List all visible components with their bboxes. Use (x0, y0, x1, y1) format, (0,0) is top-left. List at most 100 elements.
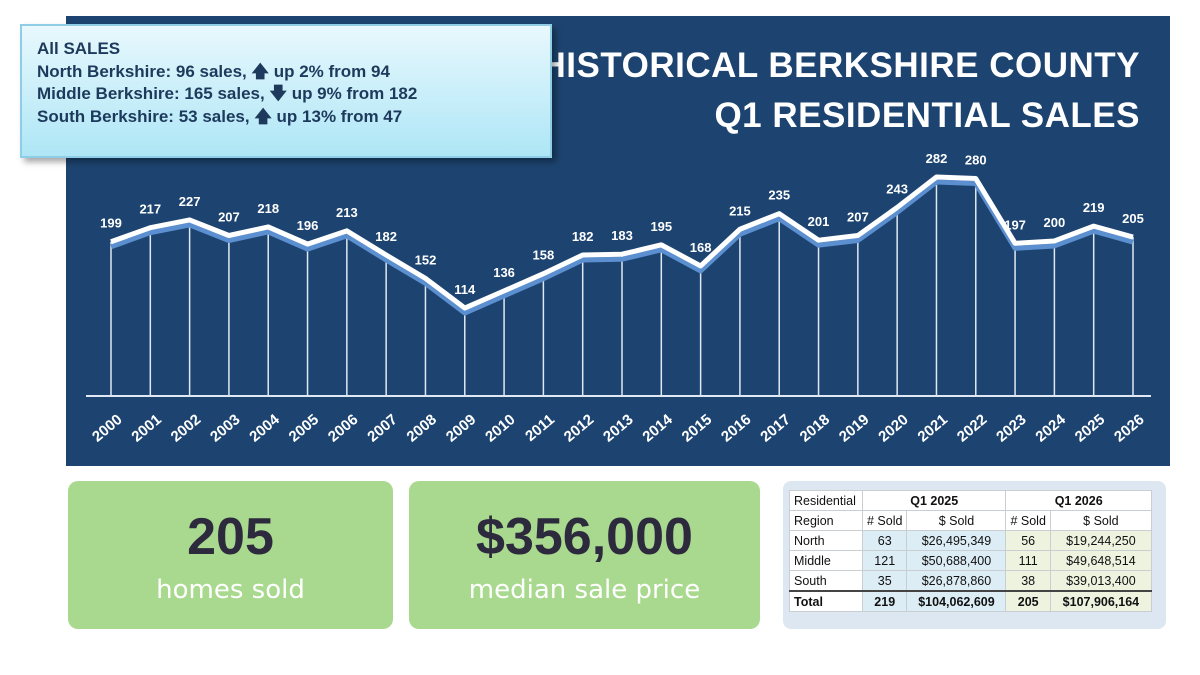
chart-panel: 199 217 227 207 218 196 213 182 152 114 136 158 182 1… (66, 16, 1170, 466)
summary-line-south: South Berkshire: 53 sales, 🡅 up 13% from… (37, 106, 403, 126)
x-tick-label: 2024 (1032, 411, 1069, 446)
x-tick-label: 2013 (600, 411, 636, 445)
median-price-value: $356,000 (476, 508, 693, 566)
cell: $49,648,514 (1049, 550, 1152, 571)
column-header: Region (789, 510, 863, 531)
summary-box: All SALES North Berkshire: 96 sales, 🡅 u… (20, 24, 552, 158)
homes-sold-label: homes sold (156, 575, 305, 605)
cell: 56 (1005, 530, 1051, 551)
data-label: 136 (493, 265, 515, 280)
data-label: 158 (533, 248, 555, 263)
data-label: 182 (375, 229, 397, 244)
data-label: 196 (297, 218, 319, 233)
x-tick-label: 2012 (561, 411, 597, 445)
line-chart: 199 217 227 207 218 196 213 182 152 114 136 158 182 1… (86, 151, 1151, 446)
data-label: 183 (611, 228, 633, 243)
cell: $50,688,400 (906, 550, 1007, 571)
x-tick-label: 2001 (128, 411, 164, 445)
arrow-down-icon: 🡇 (269, 84, 287, 103)
x-tick-label: 2005 (286, 411, 322, 445)
series-line-shadow (110, 179, 1134, 316)
x-tick-label: 2009 (443, 411, 479, 445)
summary-line-north: North Berkshire: 96 sales, 🡅 up 2% from … (37, 61, 390, 81)
x-tick-label: 2015 (679, 411, 715, 445)
region-cell: South (789, 570, 863, 592)
sales-table: Residential Q1 2025 Q1 2026 Region # Sol… (789, 490, 1152, 612)
cell: 35 (861, 570, 908, 592)
sales-table-card: Residential Q1 2025 Q1 2026 Region # Sol… (783, 481, 1166, 629)
x-tick-label: 2014 (639, 411, 676, 446)
summary-heading: All SALES (37, 39, 121, 58)
data-label: 280 (965, 153, 987, 168)
region-cell: North (789, 530, 863, 551)
x-tick-label: 2003 (207, 411, 243, 445)
data-label: 207 (218, 210, 240, 225)
cell: $19,244,250 (1049, 530, 1152, 551)
cell: $26,878,860 (906, 570, 1007, 592)
period-header: Q1 2025 (861, 490, 1007, 511)
x-tick-label: 2021 (915, 411, 951, 445)
summary-line-middle: Middle Berkshire: 165 sales, 🡇 up 9% fro… (37, 84, 418, 103)
region-cell: Middle (789, 550, 863, 571)
table-corner: Residential (789, 490, 863, 511)
cell: 205 (1005, 590, 1051, 612)
data-label: 152 (415, 252, 437, 267)
median-price-label: median sale price (468, 575, 701, 605)
arrow-up-icon: 🡅 (254, 106, 272, 126)
cell: 38 (1005, 570, 1051, 592)
median-price-card: $356,000 median sale price (409, 481, 760, 629)
column-header: # Sold (1005, 510, 1051, 531)
x-tick-label: 2020 (875, 411, 911, 445)
table-row: Middle 121 $50,688,400 111 $49,648,514 (789, 550, 1152, 571)
chart-title-line2: Q1 RESIDENTIAL SALES (714, 96, 1140, 135)
cell: 219 (861, 590, 908, 612)
x-tick-label: 2008 (404, 411, 440, 445)
data-label: 207 (847, 210, 869, 225)
x-tick-label: 2002 (168, 411, 204, 445)
cell: 63 (861, 530, 908, 551)
cell: 121 (861, 550, 908, 571)
data-label: 235 (768, 188, 790, 203)
data-label: 243 (886, 181, 908, 196)
column-header: # Sold (861, 510, 908, 531)
x-tick-label: 2026 (1111, 411, 1147, 445)
data-label: 217 (139, 202, 161, 217)
x-tick-label: 2006 (325, 411, 361, 445)
data-label: 197 (1004, 217, 1026, 232)
cell: 111 (1005, 550, 1051, 571)
data-label: 219 (1083, 200, 1105, 215)
x-tick-label: 2022 (954, 411, 990, 445)
data-label: 200 (1044, 215, 1066, 230)
data-label: 114 (454, 282, 476, 297)
x-tick-label: 2019 (836, 411, 872, 445)
data-label: 168 (690, 240, 712, 255)
arrow-up-icon: 🡅 (251, 61, 269, 81)
data-label: 199 (100, 216, 122, 231)
table-row: North 63 $26,495,349 56 $19,244,250 (789, 530, 1152, 551)
series-line (110, 174, 1134, 311)
x-tick-label: 2010 (482, 411, 518, 445)
data-label: 201 (808, 214, 830, 229)
period-header: Q1 2026 (1005, 490, 1152, 511)
data-label: 195 (650, 219, 672, 234)
x-tick-label: 2004 (246, 411, 283, 446)
data-label: 282 (926, 151, 948, 166)
cell: $26,495,349 (906, 530, 1007, 551)
cell: $107,906,164 (1049, 590, 1152, 612)
x-tick-label: 2018 (797, 411, 833, 445)
homes-sold-value: 205 (187, 508, 274, 566)
column-header: $ Sold (906, 510, 1007, 531)
table-row: South 35 $26,878,860 38 $39,013,400 (789, 570, 1152, 592)
x-tick-label: 2017 (757, 411, 793, 445)
x-tick-label: 2023 (993, 411, 1029, 445)
x-tick-label: 2000 (89, 411, 125, 445)
homes-sold-card: 205 homes sold (68, 481, 393, 629)
data-label: 218 (257, 201, 279, 216)
data-label: 182 (572, 229, 594, 244)
cell: $39,013,400 (1049, 570, 1152, 592)
cell: $104,062,609 (906, 590, 1007, 612)
data-label: 227 (179, 194, 201, 209)
column-header: $ Sold (1049, 510, 1152, 531)
x-tick-label: 2011 (522, 411, 558, 445)
data-label: 215 (729, 203, 751, 218)
